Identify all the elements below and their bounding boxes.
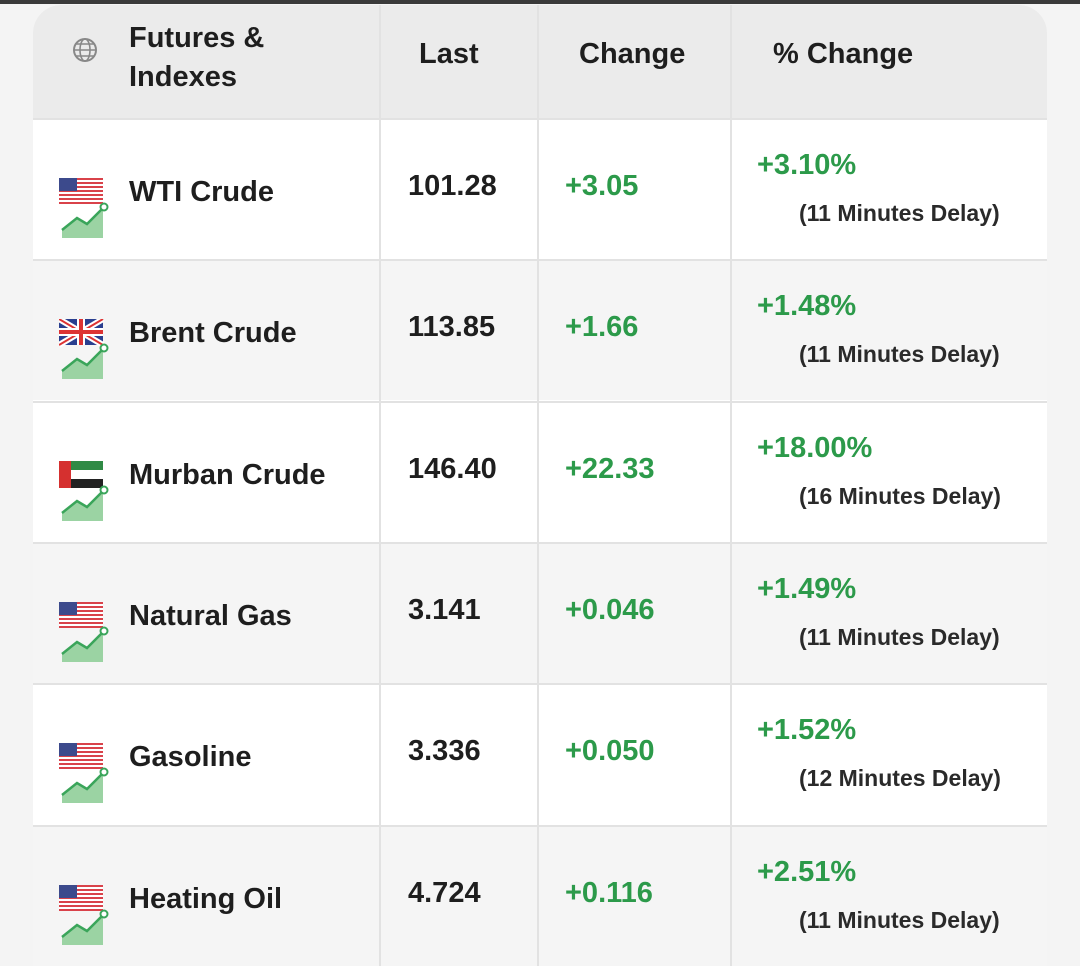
futures-table: Futures & Indexes Last Change % Change W… [33, 5, 1047, 966]
percent-change: +1.48% [757, 290, 857, 323]
change: +0.116 [565, 876, 653, 909]
change: +1.66 [565, 311, 639, 344]
column-divider [379, 5, 381, 966]
last-price: 101.28 [408, 170, 497, 202]
column-divider [537, 5, 539, 966]
globe-icon [73, 38, 97, 62]
table-row: Brent Crude 113.85 +1.66 +1.48% (11 Minutes … [33, 259, 1047, 401]
last-price: 146.40 [408, 452, 497, 485]
percent-change: +18.00% [757, 431, 873, 464]
table-row: Gasoline 3.336 +0.050 +1.52% (12 Minutes Del… [33, 683, 1047, 824]
flag-icon [59, 319, 109, 380]
change: +0.046 [565, 593, 655, 626]
table-row: WTI Crude 101.28 +3.05 +3.10% (11 Minutes De… [33, 118, 1047, 259]
change: +0.050 [565, 735, 655, 768]
instrument-name: Gasoline [129, 741, 252, 774]
header-row: Futures & Indexes Last Change % Change [33, 5, 1047, 118]
delay-note: (11 Minutes Delay) [799, 341, 1000, 368]
delay-note: (11 Minutes Delay) [799, 200, 1000, 226]
table-row: Natural Gas 3.141 +0.046 +1.49% (11 Minutes … [33, 541, 1047, 683]
header-cell: Change [579, 38, 686, 70]
instrument-name: Murban Crude [129, 458, 326, 491]
top-bar [0, 0, 1080, 4]
header-cell: Futures & Indexes [129, 22, 265, 93]
last-price: 3.141 [408, 593, 481, 626]
last-price: 4.724 [408, 876, 481, 909]
last-price: 3.336 [408, 735, 481, 768]
delay-note: (11 Minutes Delay) [799, 623, 1000, 650]
delay-note: (12 Minutes Delay) [799, 765, 1001, 792]
percent-change: +3.10% [757, 149, 857, 181]
percent-change: +1.52% [757, 714, 857, 747]
delay-note: (11 Minutes Delay) [799, 906, 1000, 933]
table-row: Heating Oil 4.724 +0.116 +2.51% (11 Minutes … [33, 824, 1047, 966]
flag-icon [59, 884, 109, 945]
instrument-name: WTI Crude [129, 176, 274, 208]
change: +3.05 [565, 170, 639, 202]
column-divider [730, 5, 732, 966]
instrument-name: Heating Oil [129, 882, 283, 915]
change: +22.33 [565, 452, 655, 485]
percent-change: +2.51% [757, 855, 857, 888]
header-cell: % Change [773, 38, 914, 70]
flag-icon [59, 601, 109, 662]
delay-note: (16 Minutes Delay) [799, 482, 1001, 509]
flag-icon [59, 743, 109, 804]
flag-icon [59, 178, 109, 238]
header-cell: Last [419, 38, 479, 70]
percent-change: +1.49% [757, 572, 857, 605]
flag-icon [59, 460, 109, 521]
last-price: 113.85 [408, 311, 496, 344]
table-row: Murban Crude 146.40 +22.33 +18.00% (16 Minut… [33, 400, 1047, 542]
instrument-name: Natural Gas [129, 599, 292, 632]
instrument-name: Brent Crude [129, 317, 297, 350]
